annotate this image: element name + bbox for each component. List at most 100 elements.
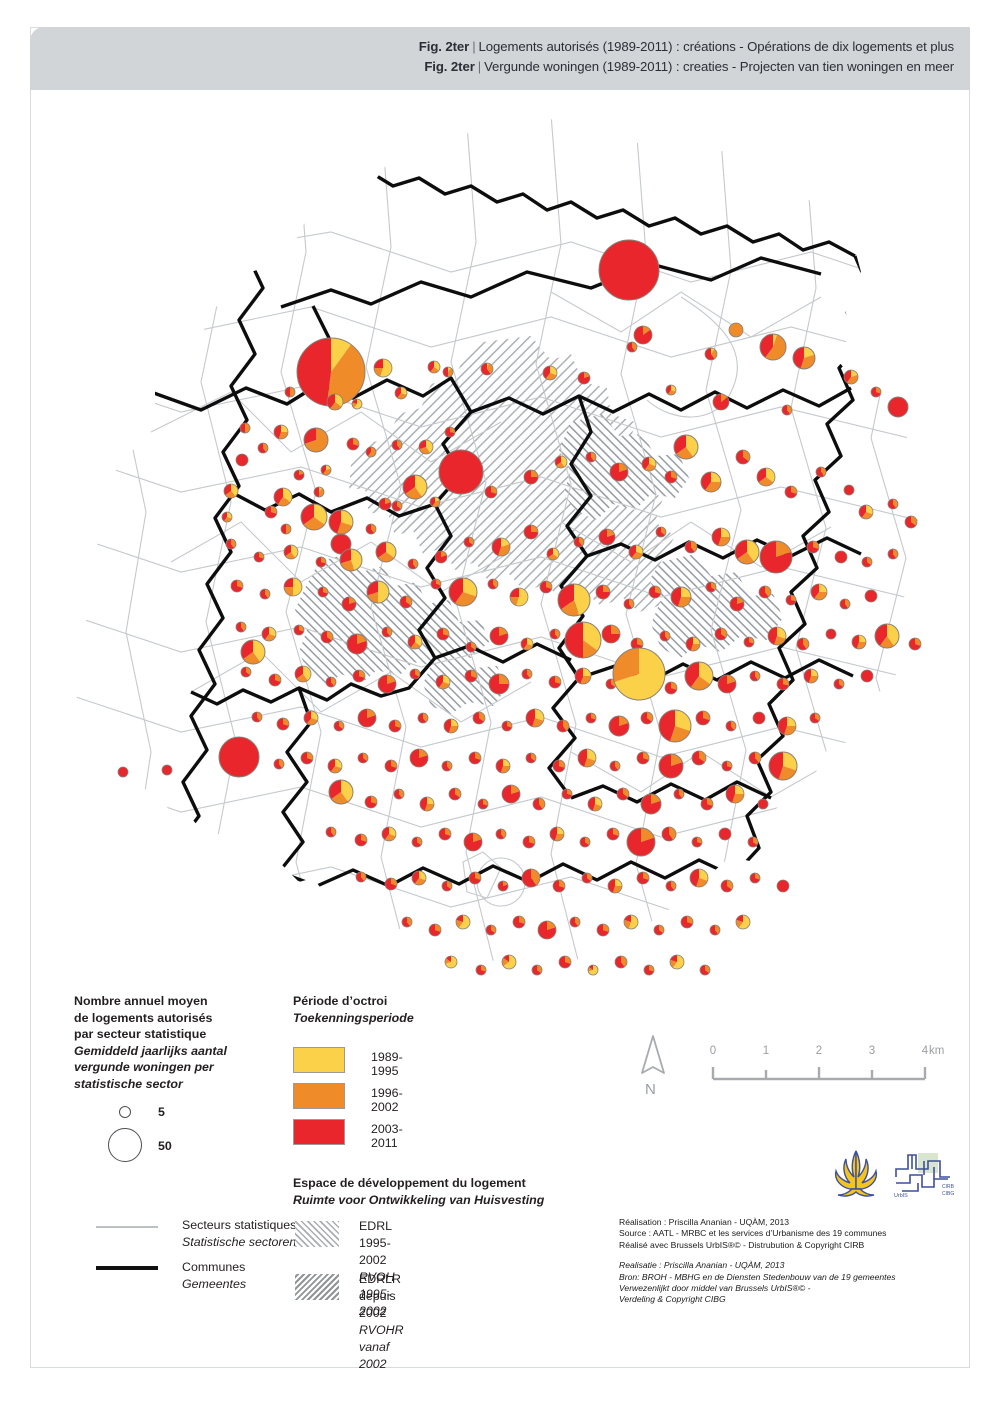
- pie-symbol: [441, 880, 453, 892]
- pie-symbol: [283, 577, 303, 597]
- pie-slice: [359, 670, 365, 678]
- pie-symbol: [689, 868, 709, 888]
- pie-symbol: [354, 833, 368, 847]
- pie-slice: [791, 595, 796, 602]
- pie-symbol: [441, 760, 453, 772]
- pie-outline: [418, 439, 434, 455]
- pie-outline: [393, 788, 405, 800]
- pie-outline: [268, 673, 282, 687]
- pie-slice: [501, 721, 512, 731]
- pie-symbol: [661, 826, 677, 842]
- pie-slice: [443, 675, 451, 685]
- pie-slice: [819, 584, 827, 592]
- pie-outline: [325, 676, 337, 688]
- pie-slice: [473, 833, 482, 842]
- pie-slice: [361, 834, 368, 842]
- pie-outline: [465, 641, 477, 653]
- legend-line-sectors: Secteurs statistiques Statistische secto…: [74, 1217, 324, 1259]
- pie-symbol: [293, 469, 305, 481]
- pie-slice: [861, 670, 873, 682]
- pie-slice: [737, 597, 744, 604]
- dev-legend-title-fr: Espace de développement du logement: [293, 1176, 526, 1190]
- pie-slice: [414, 878, 426, 886]
- pie-slice: [876, 387, 881, 394]
- pie-slice: [587, 797, 595, 811]
- pie-symbol: [417, 712, 429, 724]
- pie-outline: [464, 669, 478, 683]
- pie-symbol: [577, 371, 591, 385]
- pie-symbol: [709, 924, 721, 936]
- pie-symbol: [587, 796, 603, 812]
- pie-symbol: [714, 627, 728, 641]
- credits-fr-line-3: Réalisé avec Brussels UrbIS®© - Distrubu…: [619, 1239, 865, 1250]
- pie-slice: [387, 675, 396, 684]
- pie-slice: [575, 668, 583, 684]
- pie-slice: [584, 372, 590, 378]
- pie-slice: [284, 578, 293, 587]
- pie-outline: [785, 594, 797, 606]
- pie-symbol: [630, 637, 644, 651]
- map-canvas: [31, 92, 969, 982]
- pie-symbol: [430, 578, 442, 590]
- pie-slice: [773, 334, 778, 347]
- pie-outline: [484, 485, 498, 499]
- pie-outline: [365, 523, 377, 535]
- pie-slice: [559, 760, 565, 768]
- pie-symbol: [700, 471, 722, 493]
- pie-outline: [699, 964, 711, 976]
- pie-slice: [692, 837, 702, 847]
- pie-slice: [577, 749, 587, 767]
- pie-slice: [521, 869, 537, 887]
- pie-outline: [326, 393, 344, 411]
- pie-outline: [273, 487, 293, 507]
- pie-symbol: [759, 333, 787, 361]
- pie-slice: [690, 869, 699, 887]
- pie-slice: [721, 880, 732, 893]
- pie-symbol: [595, 584, 611, 600]
- pie-outline: [585, 451, 597, 463]
- pie-slice: [294, 470, 304, 481]
- pie-outline: [313, 486, 325, 498]
- pie-symbol: [684, 661, 714, 691]
- pie-outline: [441, 880, 453, 892]
- pie-symbol: [320, 630, 334, 644]
- pie-slice: [454, 592, 477, 606]
- pie-slice: [811, 669, 818, 676]
- pie-outline: [546, 547, 560, 561]
- pie-symbol: [546, 547, 560, 561]
- pie-outline: [436, 627, 450, 641]
- pie-symbol: [401, 916, 413, 928]
- pie-symbol: [315, 556, 327, 568]
- pie-slice: [269, 674, 281, 686]
- pie-outline: [443, 718, 459, 734]
- pie-slice: [553, 760, 565, 772]
- pie-outline: [280, 523, 292, 535]
- pie-outline: [381, 626, 393, 638]
- pie-slice: [595, 796, 603, 807]
- pie-slice: [690, 644, 700, 651]
- pie-slice: [765, 586, 771, 597]
- pie-slice: [465, 670, 477, 682]
- pie-slice: [844, 370, 851, 383]
- pie-slice: [587, 749, 596, 761]
- pie-slice: [371, 796, 377, 804]
- pie-symbol: [648, 585, 662, 599]
- pie-symbol: [357, 708, 377, 728]
- pie-outline: [714, 627, 728, 641]
- pie-symbol: [512, 915, 526, 929]
- pie-slice: [304, 428, 328, 452]
- pie-outline: [391, 439, 403, 451]
- size-value-small: 5: [158, 1105, 165, 1119]
- pie-slice: [871, 387, 881, 398]
- pie-slice: [286, 524, 291, 534]
- pie-slice: [758, 477, 774, 487]
- pie-slice: [354, 399, 363, 409]
- pie-slice: [496, 829, 504, 840]
- pie-symbol: [748, 751, 762, 765]
- pie-slice: [358, 709, 376, 727]
- pie-slice: [549, 676, 561, 688]
- pie-symbol: [448, 787, 462, 801]
- pie-outline: [373, 358, 393, 378]
- pie-slice: [644, 464, 656, 472]
- pie-symbol: [623, 914, 639, 930]
